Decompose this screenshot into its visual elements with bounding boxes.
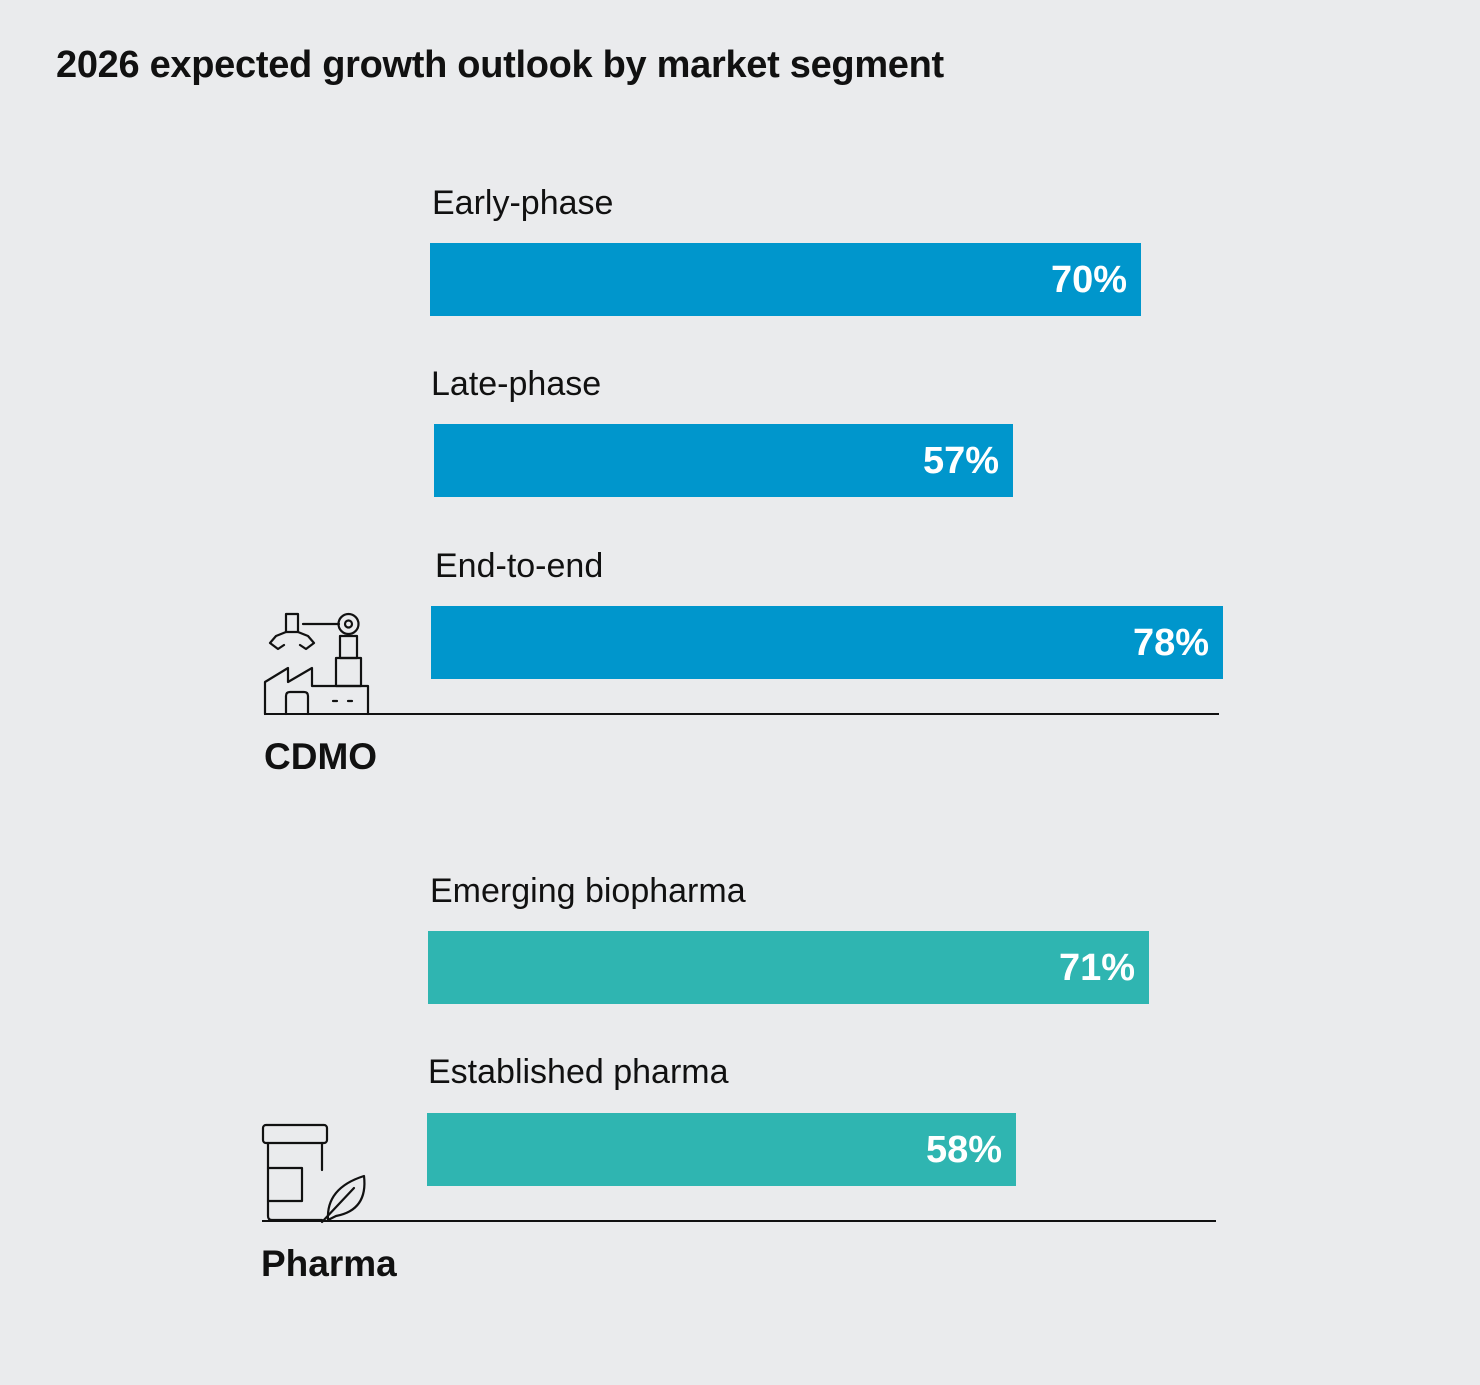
bar-end-to-end: 78% [431,606,1223,679]
bar-label-established-pharma: Established pharma [428,1053,729,1091]
pharma-baseline [262,1220,1216,1222]
bar-value-established-pharma: 58% [925,1129,1002,1171]
bar-early-phase: 70% [430,243,1141,316]
bar-late-phase: 57% [434,424,1013,497]
bar-label-end-to-end: End-to-end [435,547,604,585]
medicine-jar-leaf-icon [261,1123,366,1224]
bar-label-emerging-biopharma: Emerging biopharma [430,872,746,910]
bar-label-late-phase: Late-phase [431,365,602,403]
cdmo-baseline [264,713,1219,715]
factory-robot-arm-icon [263,612,370,716]
bar-value-end-to-end: 78% [1132,622,1209,664]
bar-value-late-phase: 57% [922,440,999,482]
group-label-cdmo: CDMO [264,736,378,777]
chart-title: 2026 expected growth outlook by market s… [56,44,944,86]
bar-emerging-biopharma: 71% [428,931,1149,1004]
bar-label-early-phase: Early-phase [432,184,614,222]
group-label-pharma: Pharma [261,1243,397,1284]
bar-value-early-phase: 70% [1050,259,1127,301]
bar-established-pharma: 58% [427,1113,1016,1186]
bar-value-emerging-biopharma: 71% [1058,947,1135,989]
